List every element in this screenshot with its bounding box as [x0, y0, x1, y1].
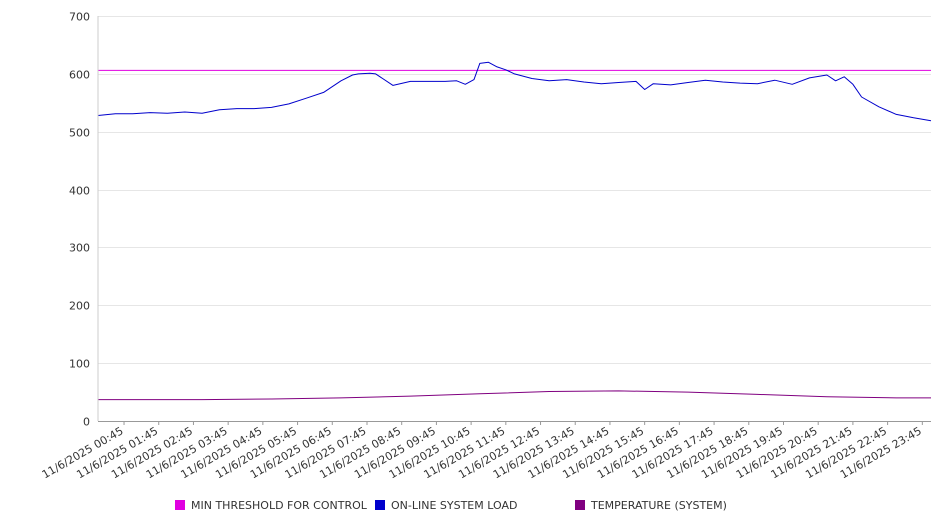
legend-label-threshold: MIN THRESHOLD FOR CONTROL — [191, 499, 367, 512]
legend-swatch-system-load — [375, 500, 385, 510]
y-tick-label: 500 — [69, 127, 90, 140]
legend-item-temperature[interactable]: TEMPERATURE (SYSTEM) — [575, 499, 727, 512]
legend-label-temperature: TEMPERATURE (SYSTEM) — [591, 499, 727, 512]
legend-swatch-threshold — [175, 500, 185, 510]
y-axis-labels: 0 100 200 300 400 500 600 700 — [69, 11, 90, 429]
legend-label-system-load: ON-LINE SYSTEM LOAD — [391, 499, 518, 512]
y-tick-label: 200 — [69, 300, 90, 313]
y-tick-label: 600 — [69, 69, 90, 82]
legend: MIN THRESHOLD FOR CONTROL ON-LINE SYSTEM… — [0, 497, 946, 515]
legend-item-system-load[interactable]: ON-LINE SYSTEM LOAD — [375, 499, 517, 512]
series-line-1 — [97, 61, 932, 122]
y-tick-label: 700 — [69, 11, 90, 24]
chart: 0 100 200 300 400 500 600 700 11/6/2025 00:4511… — [40, 11, 932, 481]
y-tick-label: 0 — [83, 416, 90, 429]
legend-item-threshold[interactable]: MIN THRESHOLD FOR CONTROL — [175, 499, 367, 512]
y-tick-label: 400 — [69, 185, 90, 198]
gridlines — [98, 16, 931, 364]
legend-swatch-temperature — [575, 500, 585, 510]
series-lines — [97, 61, 932, 401]
y-tick-label: 100 — [69, 358, 90, 371]
y-tick-label: 300 — [69, 242, 90, 255]
series-line-2 — [98, 390, 931, 401]
